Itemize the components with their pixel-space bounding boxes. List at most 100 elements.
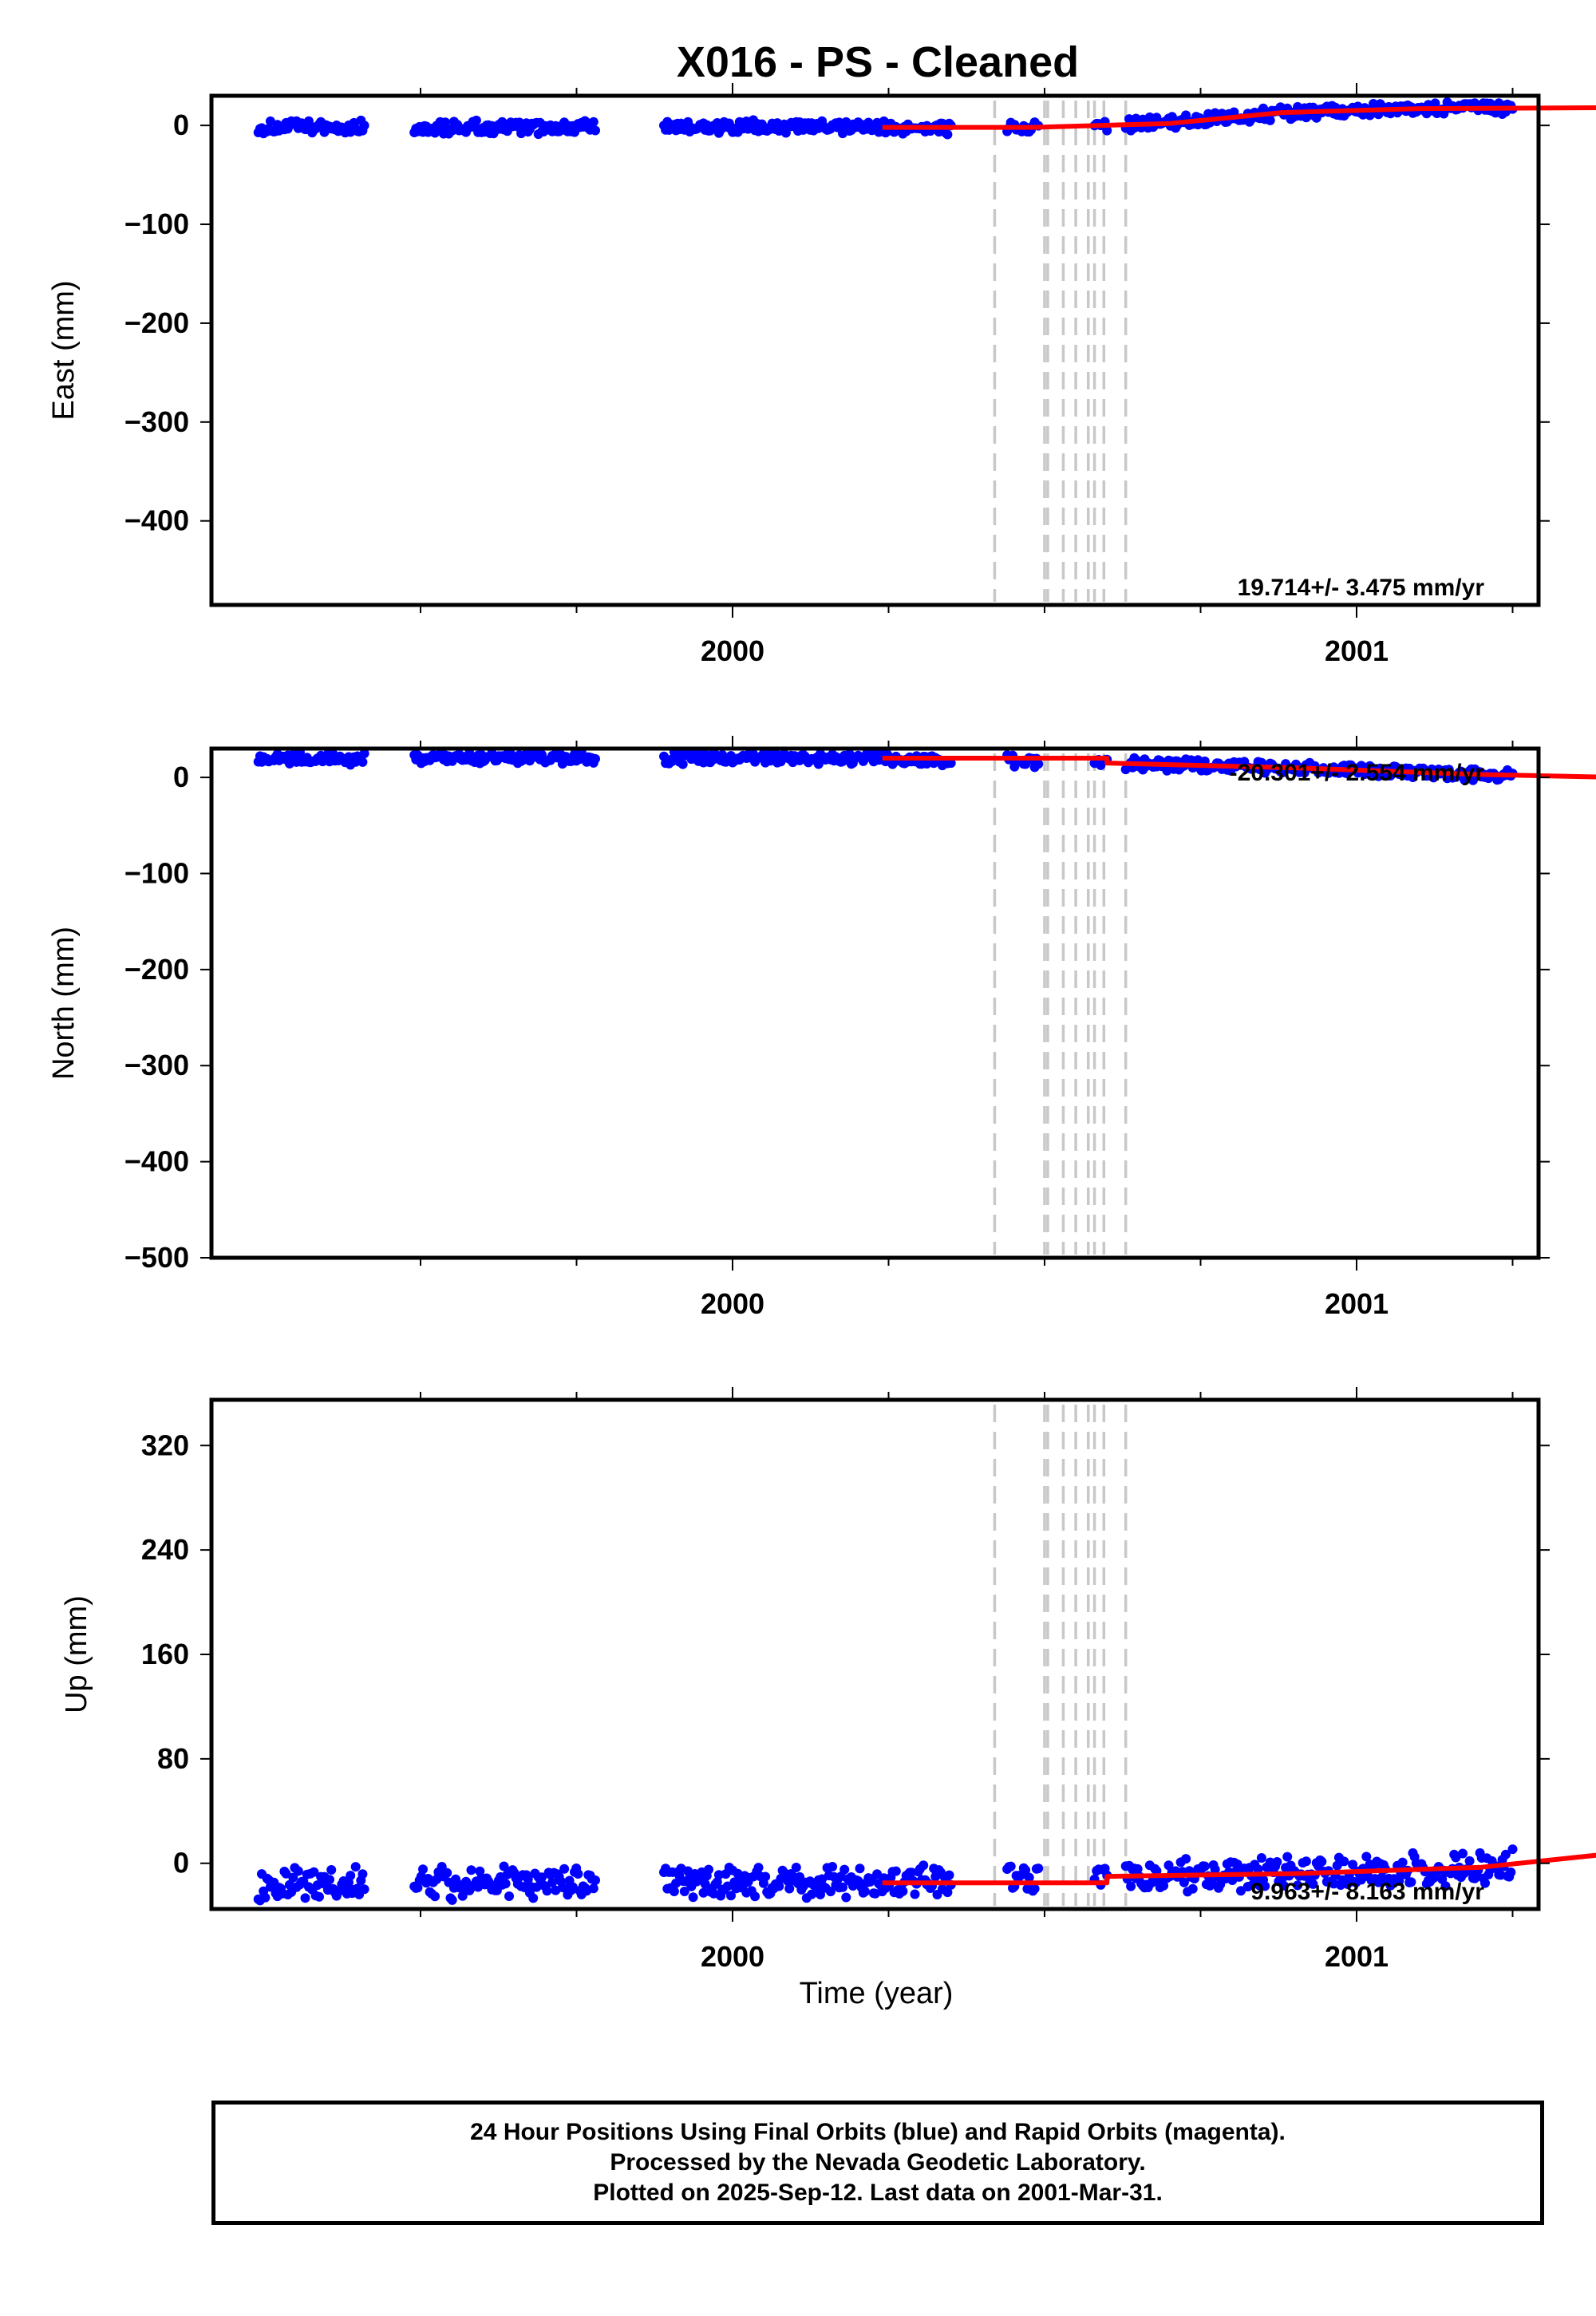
data-point <box>1278 1880 1289 1891</box>
north-panel: 2000 2001 0 −100 −200 −300 −400 −500 North (mm) -… <box>47 736 1596 1320</box>
y-axis-label: East (mm) <box>47 280 81 420</box>
data-point <box>591 125 600 136</box>
data-point <box>1265 115 1275 125</box>
velocity-rate-label: 19.714+/- 3.475 mm/yr <box>1238 575 1485 601</box>
data-point <box>1199 1861 1210 1871</box>
data-point <box>1021 1865 1031 1875</box>
x-tick-label: 2000 <box>701 634 764 667</box>
x-tick-label: 2000 <box>701 1940 764 1973</box>
data-point <box>1187 1883 1198 1894</box>
data-point <box>944 1870 954 1880</box>
data-point <box>898 1886 908 1896</box>
data-point <box>918 1860 929 1871</box>
data-point <box>839 1864 850 1875</box>
data-point <box>1126 1881 1136 1891</box>
data-point <box>1282 1852 1293 1862</box>
data-point <box>910 1889 920 1899</box>
x-tick-label: 2000 <box>701 1287 764 1320</box>
footer-line-1: 24 Hour Positions Using Final Orbits (bl… <box>470 2119 1286 2145</box>
data-point <box>591 1875 600 1885</box>
data-point <box>1179 1877 1189 1887</box>
data-point <box>1397 1857 1408 1867</box>
data-point <box>688 1892 698 1903</box>
data-point <box>588 117 598 127</box>
data-point <box>559 1863 570 1874</box>
data-point <box>537 1872 547 1883</box>
data-point <box>816 1889 825 1899</box>
data-point <box>1033 1863 1044 1874</box>
data-point <box>1506 1867 1516 1877</box>
data-point <box>1308 1879 1318 1889</box>
data-point <box>678 759 688 769</box>
data-point <box>791 1863 801 1872</box>
data-point <box>1458 1848 1468 1859</box>
data-point <box>1406 1877 1416 1887</box>
data-point <box>499 1861 509 1871</box>
footer-info-box: 24 Hour Positions Using Final Orbits (bl… <box>211 2101 1544 2225</box>
data-point <box>1507 1844 1518 1855</box>
figure-title: X016 - PS - Cleaned <box>677 38 1079 86</box>
data-point <box>523 1875 533 1884</box>
data-point <box>679 1887 689 1896</box>
data-point <box>1339 1856 1349 1867</box>
data-point <box>726 1891 736 1901</box>
data-point <box>784 1883 795 1894</box>
east-panel: 2000 2001 0 −100 −200 −300 −400 East (mm) 19.714… <box>47 83 1596 667</box>
y-tick-label: −500 <box>124 1241 189 1274</box>
data-point <box>712 1877 722 1887</box>
data-point <box>1256 1853 1266 1863</box>
data-point <box>774 1881 784 1891</box>
data-point <box>500 1879 511 1889</box>
model-fit-line <box>882 756 1596 780</box>
data-point <box>260 1892 271 1903</box>
data-point <box>1159 1880 1169 1891</box>
data-point <box>1029 1883 1040 1894</box>
data-point <box>471 115 481 125</box>
data-point <box>528 1893 539 1903</box>
data-point <box>281 1868 291 1879</box>
data-point <box>760 1871 771 1882</box>
y-tick-label: −300 <box>124 1049 189 1081</box>
data-point <box>300 1893 310 1903</box>
data-point <box>1301 1856 1311 1867</box>
velocity-rate-label: 9.963+/- 8.163 mm/yr <box>1250 1879 1484 1905</box>
data-point <box>346 1871 356 1881</box>
y-tick-label: 80 <box>157 1742 189 1775</box>
model-fit-line <box>882 105 1596 130</box>
data-point <box>547 1877 557 1887</box>
y-tick-label: −300 <box>124 405 189 438</box>
data-point <box>413 1883 423 1893</box>
velocity-rate-label: -20.301+/- 2.554 mm/yr <box>1230 760 1485 786</box>
data-point <box>946 758 956 769</box>
plot-frame <box>209 93 1541 607</box>
data-point <box>1464 1856 1475 1866</box>
up-panel: 2000 2001 320 240 160 80 0 Up (mm) 9.963+/- 8.16… <box>60 1387 1596 1973</box>
plot-frame <box>209 1397 1541 1911</box>
y-tick-label: −400 <box>124 504 189 537</box>
footer-line-3: Plotted on 2025-Sep-12. Last data on 200… <box>593 2180 1163 2206</box>
data-point <box>838 1882 847 1892</box>
data-point <box>942 1887 953 1898</box>
data-point <box>669 1887 679 1896</box>
data-point <box>1361 1852 1372 1862</box>
data-point <box>442 1867 452 1878</box>
data-point <box>1332 1860 1342 1871</box>
y-axis-label: Up (mm) <box>60 1595 93 1713</box>
data-point <box>591 753 600 764</box>
data-point <box>1181 1854 1191 1864</box>
x-tick-label: 2001 <box>1325 634 1389 667</box>
data-point <box>1293 1880 1303 1891</box>
data-point <box>1430 98 1440 109</box>
data-point <box>325 1875 334 1885</box>
data-point <box>466 1865 476 1875</box>
data-point <box>841 1892 851 1903</box>
y-tick-label: 320 <box>141 1429 189 1461</box>
y-tick-label: 0 <box>173 761 189 793</box>
data-point <box>1167 112 1177 122</box>
data-point <box>753 1863 764 1873</box>
data-point <box>358 757 368 767</box>
data-point <box>855 1863 865 1874</box>
data-point <box>573 1869 583 1879</box>
data-points <box>253 97 1518 140</box>
y-tick-label: −100 <box>124 856 189 889</box>
